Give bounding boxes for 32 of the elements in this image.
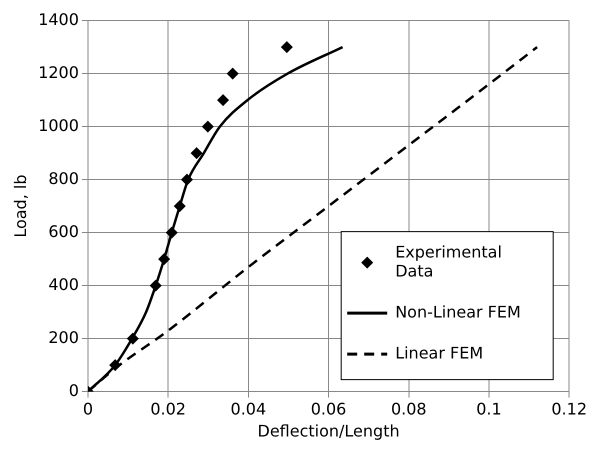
point bbox=[280, 41, 293, 54]
x-axis-title: Deflection/Length bbox=[258, 422, 400, 441]
x-tick-label: 0 bbox=[82, 399, 94, 418]
x-tick-label: 0.12 bbox=[551, 399, 587, 418]
x-tick-label: 0.1 bbox=[476, 399, 502, 418]
y-tick-label: 1200 bbox=[38, 62, 79, 82]
point bbox=[180, 174, 193, 186]
point bbox=[217, 94, 230, 106]
y-tick-label: 400 bbox=[48, 274, 79, 294]
y-tick-label: 0 bbox=[68, 380, 79, 400]
x-tick-label: 0.08 bbox=[390, 399, 427, 418]
point bbox=[190, 147, 203, 160]
point bbox=[226, 68, 239, 80]
point bbox=[174, 200, 186, 212]
y-tick-label: 1400 bbox=[38, 10, 79, 29]
point bbox=[150, 280, 162, 292]
point bbox=[166, 226, 178, 239]
x-tick-label: 0.04 bbox=[230, 399, 266, 418]
point bbox=[202, 120, 214, 133]
point bbox=[158, 253, 170, 266]
legend-label: Experimental Data bbox=[395, 242, 502, 280]
y-tick-label: 800 bbox=[48, 168, 79, 188]
y-tick-label: 600 bbox=[48, 222, 79, 241]
x-tick-label: 0.06 bbox=[310, 399, 346, 418]
x-tick-label: 0.02 bbox=[150, 399, 186, 418]
legend-label: Linear FEM bbox=[395, 343, 484, 362]
point bbox=[126, 332, 139, 345]
legend-label: Non-Linear FEM bbox=[395, 302, 521, 322]
y-tick-label: 1000 bbox=[38, 116, 79, 135]
y-tick-label: 200 bbox=[48, 328, 79, 347]
point bbox=[109, 359, 122, 372]
y-axis-title: Load, lb bbox=[10, 174, 30, 238]
